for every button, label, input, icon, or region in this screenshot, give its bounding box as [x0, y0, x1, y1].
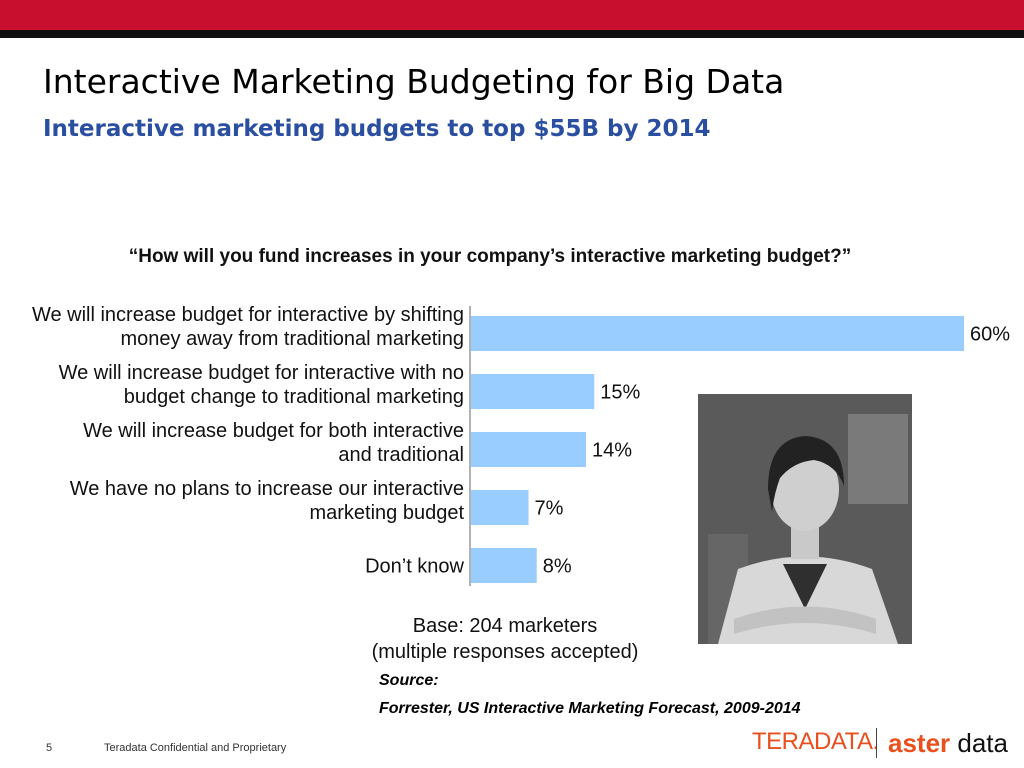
- chart-question: “How will you fund increases in your com…: [129, 246, 852, 267]
- bar-value-label-4: 7%: [535, 498, 564, 520]
- bar-value-label-2: 15%: [600, 382, 640, 404]
- footer-confidential: Teradata Confidential and Proprietary: [104, 742, 287, 754]
- source-citation: Forrester, US Interactive Marketing Fore…: [379, 700, 801, 717]
- base-note-line: Base: 204 marketers: [413, 615, 598, 637]
- category-label-1: We will increase budget for interactive …: [32, 304, 464, 350]
- category-label-line: marketing budget: [309, 502, 464, 524]
- category-label-5: Don’t know: [365, 556, 464, 578]
- category-label-2: We will increase budget for interactive …: [59, 362, 464, 408]
- bar-value-label-1: 60%: [970, 324, 1010, 346]
- category-label-line: money away from traditional marketing: [121, 328, 464, 350]
- bar-5: [471, 548, 537, 583]
- top-red-band: [0, 0, 1024, 30]
- slide-subtitle: Interactive marketing budgets to top $55…: [43, 116, 711, 142]
- category-label-line: We will increase budget for interactive …: [32, 304, 464, 326]
- bar-3: [471, 432, 587, 467]
- aster-word: aster: [888, 728, 951, 758]
- category-label-line: We have no plans to increase our interac…: [70, 478, 464, 500]
- portrait-illustration: [698, 394, 912, 644]
- slide-title: Interactive Marketing Budgeting for Big …: [43, 62, 785, 101]
- teradata-logo: TERADATA.: [752, 728, 879, 755]
- source-label: Source:: [379, 672, 439, 689]
- category-label-line: and traditional: [338, 444, 464, 466]
- category-label-line: We will increase budget for interactive …: [59, 362, 464, 384]
- aster-data-logo: aster data: [888, 728, 1008, 759]
- bar-4: [471, 490, 529, 525]
- bar-2: [471, 374, 595, 409]
- chart-base-note: Base: 204 marketers (multiple responses a…: [372, 615, 639, 663]
- bar-1: [471, 316, 964, 351]
- category-label-line: We will increase budget for both interac…: [83, 420, 464, 442]
- funding-bar-chart: “How will you fund increases in your com…: [32, 246, 1010, 663]
- category-label-4: We have no plans to increase our interac…: [70, 478, 465, 524]
- woman-photo: [698, 394, 912, 644]
- base-note-line: (multiple responses accepted): [372, 641, 639, 663]
- page-number: 5: [46, 742, 53, 754]
- data-word: data: [957, 728, 1008, 758]
- top-black-rule: [0, 30, 1024, 38]
- bar-value-label-5: 8%: [543, 556, 572, 578]
- category-label-line: Don’t know: [365, 556, 464, 578]
- category-label-line: budget change to traditional marketing: [124, 386, 464, 408]
- category-label-3: We will increase budget for both interac…: [83, 420, 464, 466]
- logo-divider: [876, 728, 877, 758]
- bar-value-label-3: 14%: [592, 440, 632, 462]
